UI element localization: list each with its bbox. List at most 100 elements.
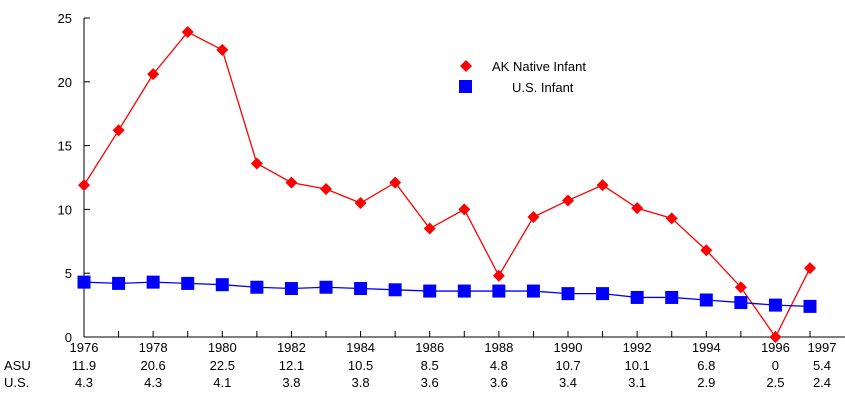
table-cell-us-1997: 2.4: [813, 375, 831, 390]
y-tick-label-20: 20: [58, 75, 72, 90]
y-tick-label-15: 15: [58, 139, 72, 154]
table-cell-asu-1976: 11.9: [72, 358, 96, 373]
x-tick-label-1986: 1986: [415, 340, 444, 355]
data-point-us-1990: [561, 287, 575, 301]
table-cell-asu-1978: 20.6: [140, 358, 165, 373]
data-point-ak-native-1976: [78, 179, 90, 192]
data-table: ASU 11.9 20.6 22.5 12.1 10.5 8.5 4.8 10.7 10.1 6.8…: [4, 358, 831, 390]
data-point-ak-native-1989: [527, 211, 540, 224]
data-point-us-1996: [768, 298, 782, 312]
table-cell-us-1976: 4.3: [75, 375, 93, 390]
table-cell-us-1986: 3.6: [421, 375, 439, 390]
data-point-ak-native-1979: [181, 26, 194, 39]
table-cell-us-1982: 3.8: [282, 375, 300, 390]
legend-marker-us: [459, 80, 472, 93]
legend: AK Native Infant U.S. Infant: [459, 59, 586, 95]
series-layer: [77, 26, 817, 343]
x-tick-label-1984: 1984: [346, 340, 375, 355]
x-tick-label-1992: 1992: [623, 340, 652, 355]
data-point-ak-native-1986: [423, 222, 436, 235]
series-line-ak-native: [83, 31, 811, 339]
data-point-ak-native-1990: [562, 194, 574, 207]
table-cell-asu-1992: 10.1: [624, 358, 649, 373]
data-point-us-1988: [492, 284, 506, 298]
data-point-us-1982: [284, 282, 298, 296]
data-point-ak-native-1994: [700, 244, 713, 257]
data-point-ak-native-1983: [320, 182, 332, 195]
data-point-us-1987: [457, 284, 471, 298]
data-point-us-1979: [181, 276, 195, 290]
data-point-ak-native-1991: [596, 179, 609, 192]
data-point-us-1983: [319, 280, 333, 294]
data-point-us-1977: [112, 276, 126, 290]
table-row-label-us: U.S.: [4, 375, 29, 390]
table-cell-asu-1986: 8.5: [421, 358, 439, 373]
data-point-ak-native-1982: [285, 176, 298, 189]
data-point-us-1980: [215, 278, 229, 292]
table-cell-asu-1982: 12.1: [279, 358, 304, 373]
y-tick-label-5: 5: [65, 266, 72, 281]
table-cell-us-1980: 4.1: [213, 375, 231, 390]
data-point-us-1985: [388, 283, 402, 297]
x-tick-label-1997: 1997: [808, 340, 837, 355]
data-point-ak-native-1992: [631, 202, 644, 215]
y-tick-label-25: 25: [58, 11, 72, 26]
series-line-us: [83, 281, 811, 308]
table-cell-asu-1990: 10.7: [555, 358, 580, 373]
data-point-ak-native-1987: [458, 203, 471, 216]
data-point-us-1984: [354, 282, 368, 296]
data-point-us-1993: [665, 290, 679, 304]
data-point-ak-native-1984: [354, 197, 367, 210]
legend-marker-ak-native: [460, 60, 472, 72]
data-point-us-1995: [734, 296, 748, 310]
data-point-ak-native-1993: [665, 212, 678, 225]
table-cell-asu-1984: 10.5: [348, 358, 373, 373]
series-ak-native: [78, 26, 816, 343]
table-cell-us-1996: 2.5: [766, 375, 784, 390]
table-cell-us-1994: 2.9: [697, 375, 715, 390]
x-tick-label-1990: 1990: [554, 340, 583, 355]
series-us: [77, 275, 817, 313]
x-tick-label-1994: 1994: [692, 340, 721, 355]
data-point-us-1978: [146, 275, 160, 289]
data-point-us-1997: [803, 299, 817, 313]
table-cell-us-1978: 4.3: [144, 375, 162, 390]
table-cell-us-1988: 3.6: [490, 375, 508, 390]
data-point-us-1994: [699, 293, 713, 307]
table-cell-us-1990: 3.4: [559, 375, 577, 390]
data-point-us-1981: [250, 280, 264, 294]
data-point-us-1991: [596, 287, 610, 301]
x-tick-label-1980: 1980: [208, 340, 237, 355]
data-point-ak-native-1978: [147, 68, 160, 81]
table-row-label-asu: ASU: [4, 358, 31, 373]
data-point-us-1992: [630, 290, 644, 304]
data-point-ak-native-1980: [216, 43, 229, 56]
x-tick-label-1988: 1988: [484, 340, 513, 355]
y-tick-label-10: 10: [58, 202, 72, 217]
data-point-ak-native-1988: [492, 269, 505, 282]
table-cell-us-1992: 3.1: [628, 375, 646, 390]
x-tick-label-1978: 1978: [139, 340, 168, 355]
axes: 0 5 10 15 20 25 1976 1978 1980 1982 1984 1986 1988 19…: [58, 11, 845, 355]
x-tick-label-1996: 1996: [761, 340, 790, 355]
x-tick-label-1982: 1982: [277, 340, 306, 355]
legend-label-ak-native: AK Native Infant: [492, 59, 586, 74]
data-point-us-1989: [526, 284, 540, 298]
table-cell-us-1984: 3.8: [352, 375, 370, 390]
table-cell-asu-1997: 5.4: [813, 358, 831, 373]
data-point-ak-native-1977: [112, 124, 125, 137]
data-point-ak-native-1981: [250, 157, 263, 170]
data-point-us-1976: [77, 275, 91, 289]
data-point-ak-native-1996: [769, 331, 782, 343]
legend-label-us: U.S. Infant: [512, 80, 574, 95]
data-point-us-1986: [423, 284, 437, 298]
table-cell-asu-1994: 6.8: [697, 358, 715, 373]
x-tick-label-1976: 1976: [70, 340, 99, 355]
y-tick-label-0: 0: [65, 330, 72, 345]
data-point-ak-native-1985: [389, 176, 402, 189]
table-cell-asu-1996: 0: [772, 358, 779, 373]
table-cell-asu-1988: 4.8: [490, 358, 508, 373]
data-point-ak-native-1997: [804, 262, 816, 275]
table-cell-asu-1980: 22.5: [210, 358, 235, 373]
